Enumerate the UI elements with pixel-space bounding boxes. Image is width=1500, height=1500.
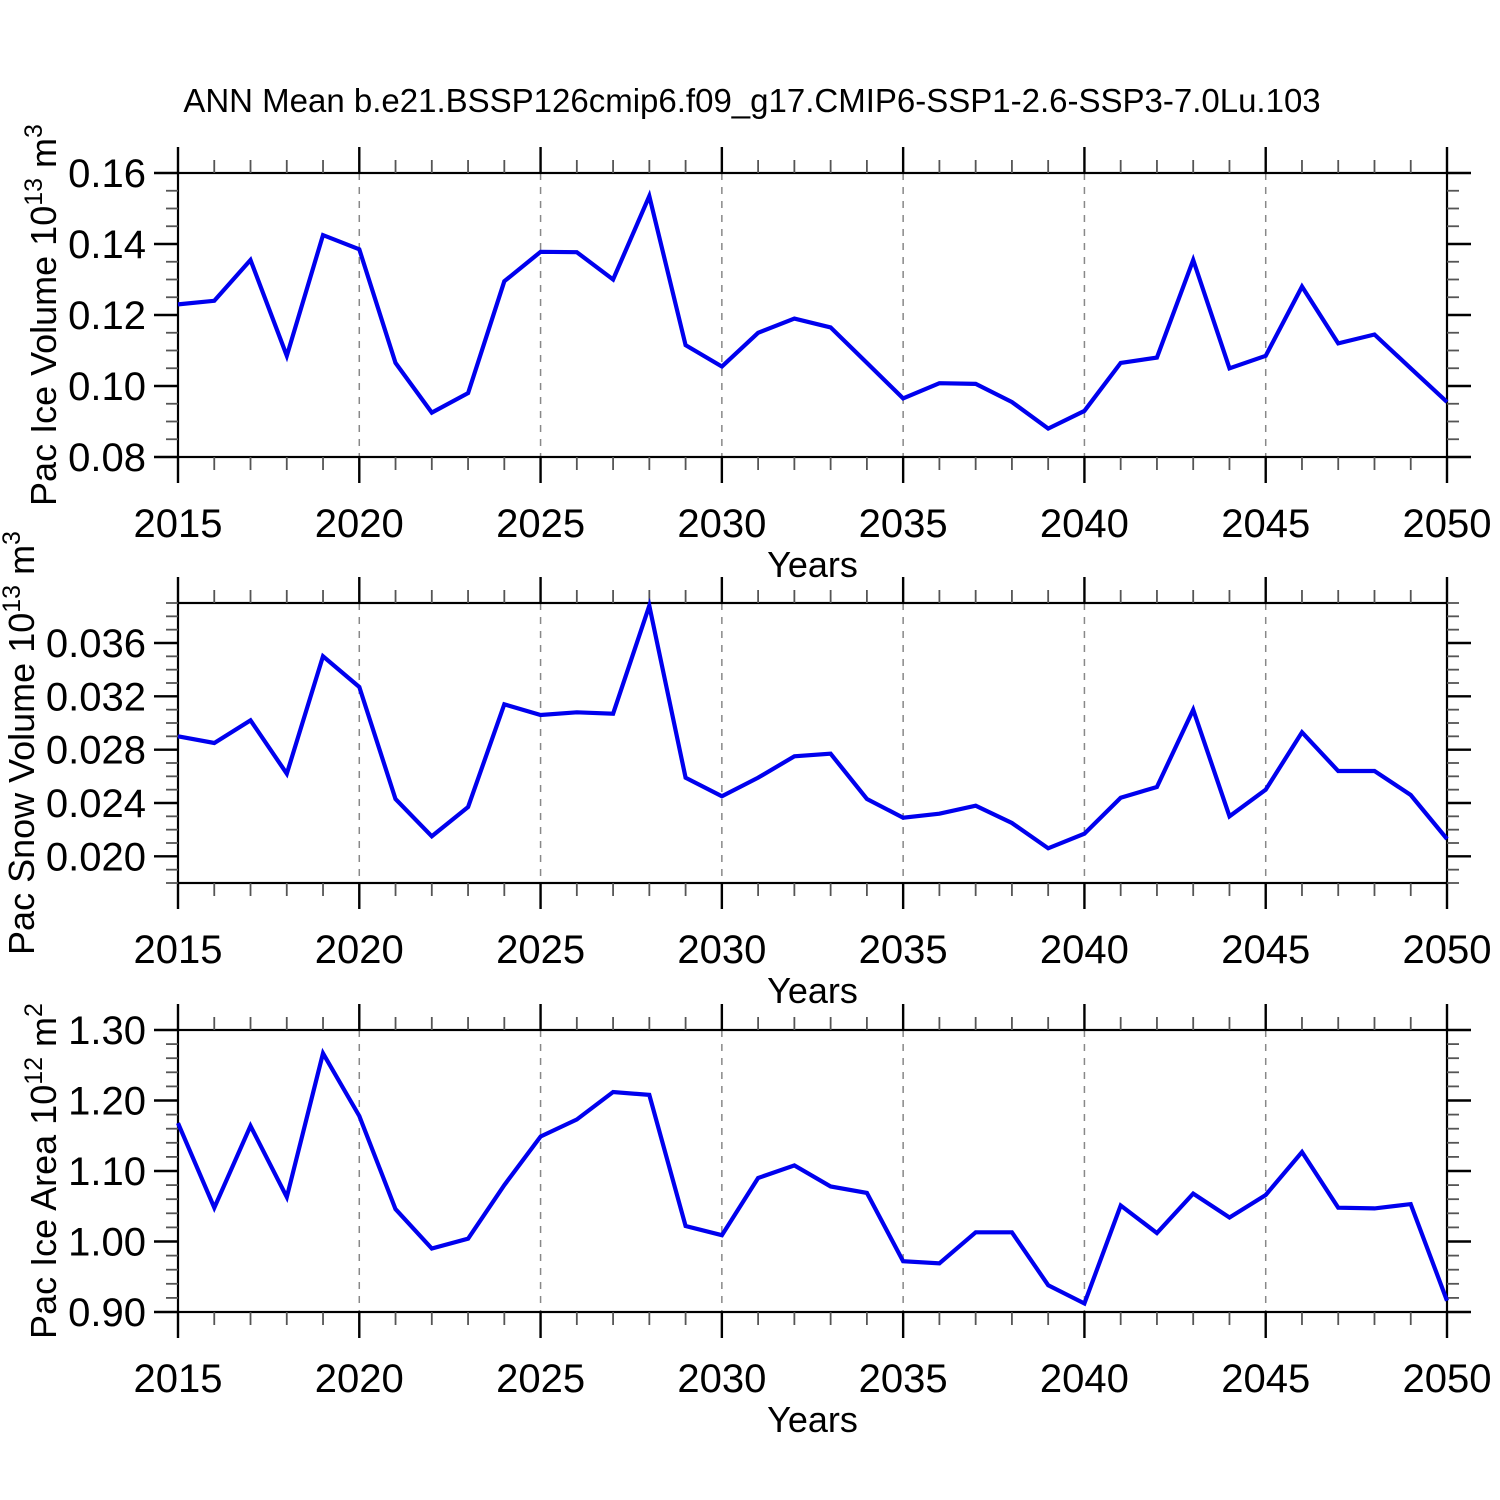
y-tick-label: 0.14 — [68, 223, 146, 267]
x-axis-title: Years — [767, 1399, 858, 1440]
x-tick-label: 2025 — [496, 502, 585, 546]
x-axis-ticks — [176, 1004, 1449, 1338]
chart-title: ANN Mean b.e21.BSSP126cmip6.f09_g17.CMIP… — [183, 82, 1320, 119]
y-axis-ticks — [154, 171, 1471, 459]
y-tick-label: 1.30 — [68, 1009, 146, 1053]
x-tick-label: 2045 — [1221, 502, 1310, 546]
y-tick-label: 0.08 — [68, 436, 146, 480]
x-axis-ticks — [176, 577, 1449, 909]
x-tick-label: 2035 — [859, 1357, 948, 1401]
x-tick-label: 2035 — [859, 928, 948, 972]
x-tick-label: 2025 — [496, 1357, 585, 1401]
y-axis-ticks — [154, 602, 1471, 884]
x-tick-label: 2020 — [315, 1357, 404, 1401]
y-tick-label: 1.10 — [68, 1150, 146, 1194]
x-tick-label: 2015 — [134, 502, 223, 546]
x-tick-label: 2050 — [1403, 928, 1492, 972]
data-line-pac-ice-volume — [177, 189, 1449, 432]
y-axis-ticks — [154, 1028, 1471, 1314]
y-axis-title: Pac Ice Area 1012 m2 — [20, 1003, 64, 1339]
y-tick-label: 0.16 — [68, 152, 146, 196]
y-tick-label: 1.20 — [68, 1080, 146, 1124]
chart-panels: 2015 2020 2025 2030 2035 2040 2045 2050 0.08 0.10… — [0, 124, 1491, 1440]
x-tick-label: 2040 — [1040, 1357, 1129, 1401]
x-tick-label: 2040 — [1040, 928, 1129, 972]
y-tick-label: 1.00 — [68, 1221, 146, 1265]
gridlines — [358, 1030, 1267, 1312]
x-tick-label: 2020 — [315, 928, 404, 972]
chart-panel-pac-ice-area: 2015 2020 2025 2030 2035 2040 2045 2050 0.90 1.00… — [20, 1003, 1491, 1440]
y-tick-label: 0.020 — [46, 835, 146, 879]
y-axis-title: Pac Ice Volume 1013 m3 — [20, 124, 64, 506]
plot-frame — [176, 601, 1449, 885]
x-tick-label: 2040 — [1040, 502, 1129, 546]
x-axis-title: Years — [767, 544, 858, 585]
data-line-pac-ice-area — [176, 1047, 1449, 1307]
x-axis-ticks — [176, 147, 1449, 483]
y-tick-label: 0.12 — [68, 294, 146, 338]
x-tick-label: 2020 — [315, 502, 404, 546]
x-tick-label: 2050 — [1403, 1357, 1492, 1401]
chart-panel-pac-ice-volume: 2015 2020 2025 2030 2035 2040 2045 2050 0.08 0.10… — [20, 124, 1491, 585]
y-tick-label: 0.032 — [46, 675, 146, 719]
x-tick-label: 2015 — [134, 928, 223, 972]
plot-frame — [176, 171, 1449, 459]
x-tick-label: 2015 — [134, 1357, 223, 1401]
y-tick-label: 0.028 — [46, 729, 146, 773]
x-tick-label: 2050 — [1403, 502, 1492, 546]
y-tick-label: 0.10 — [68, 365, 146, 409]
chart-panel-pac-snow-volume: 2015 2020 2025 2030 2035 2040 2045 2050 0.020 0.0… — [0, 531, 1491, 1011]
y-tick-label: 0.036 — [46, 622, 146, 666]
x-tick-label: 2030 — [677, 928, 766, 972]
plot-frame — [176, 1028, 1449, 1314]
gridlines — [358, 603, 1267, 883]
x-tick-label: 2045 — [1221, 928, 1310, 972]
y-tick-label: 0.024 — [46, 782, 146, 826]
x-tick-label: 2025 — [496, 928, 585, 972]
x-tick-label: 2045 — [1221, 1357, 1310, 1401]
x-axis-title: Years — [767, 970, 858, 1011]
gridlines — [358, 173, 1267, 457]
data-line-pac-snow-volume — [177, 597, 1449, 851]
x-tick-label: 2035 — [859, 502, 948, 546]
x-tick-label: 2030 — [677, 502, 766, 546]
y-axis-title: Pac Snow Volume 1013 m3 — [0, 531, 42, 955]
x-tick-label: 2030 — [677, 1357, 766, 1401]
y-tick-label: 0.90 — [68, 1291, 146, 1335]
